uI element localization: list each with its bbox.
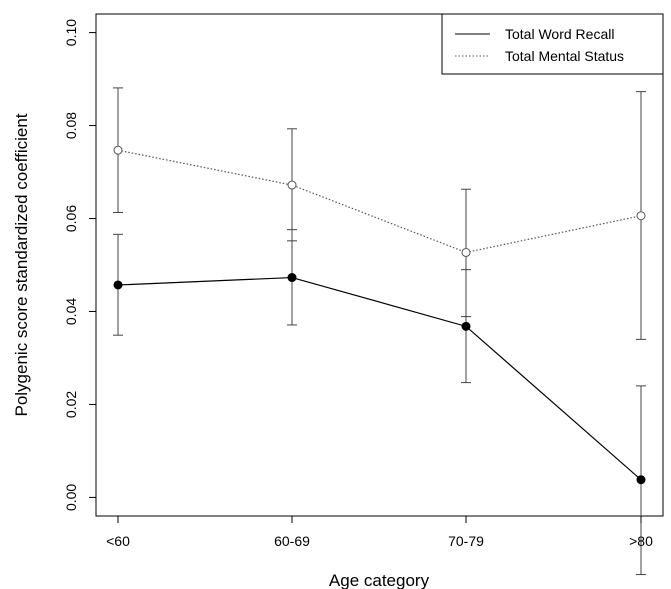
point-total-word-recall-70-79 <box>461 321 471 331</box>
legend-label-total-mental-status: Total Mental Status <box>505 48 624 64</box>
point-total-word-recall-60 <box>113 280 123 290</box>
error-bars <box>113 87 646 576</box>
series-line-total-word-recall <box>117 276 642 481</box>
x-axis: <60 60-69 70-79 >80 <box>106 516 653 549</box>
point-total-mental-status-80 <box>636 211 646 221</box>
y-tick-label-0: 0.00 <box>63 484 79 511</box>
legend: Total Word Recall Total Mental Status <box>441 13 664 75</box>
y-axis-title: Polygenic score standardized coefficient <box>12 113 31 416</box>
y-tick-label-2: 0.04 <box>63 298 79 325</box>
series-line-total-mental-status <box>117 149 642 254</box>
y-tick-label-1: 0.02 <box>63 391 79 418</box>
x-tick-label-60-69: 60-69 <box>274 533 310 549</box>
x-tick-label-60: <60 <box>106 533 130 549</box>
legend-box <box>441 13 664 75</box>
point-total-mental-status-60 <box>113 145 123 155</box>
legend-label-total-word-recall: Total Word Recall <box>505 26 614 42</box>
series-lines <box>117 149 642 481</box>
point-total-word-recall-60-69 <box>287 273 297 283</box>
point-total-mental-status-60-69 <box>287 180 297 190</box>
plot-frame <box>95 13 664 517</box>
point-total-word-recall-80 <box>636 475 646 485</box>
y-tick-label-4: 0.08 <box>63 112 79 139</box>
x-tick-label-70-79: 70-79 <box>448 533 484 549</box>
y-tick-label-5: 0.10 <box>63 19 79 46</box>
series-markers <box>113 145 646 485</box>
x-tick-label-80: >80 <box>629 533 653 549</box>
x-axis-title: Age category <box>329 571 430 589</box>
y-tick-label-3: 0.06 <box>63 205 79 232</box>
point-total-mental-status-70-79 <box>461 247 471 257</box>
y-axis: 0.00 0.02 0.04 0.06 0.08 0.10 <box>63 19 96 511</box>
